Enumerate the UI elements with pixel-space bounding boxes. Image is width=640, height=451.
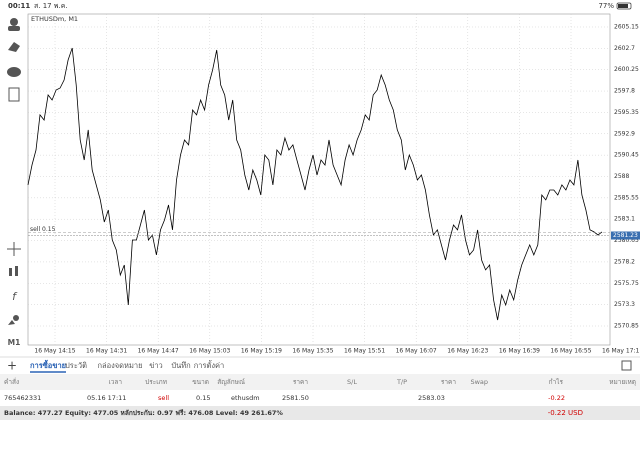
trade-icon[interactable] — [8, 42, 20, 52]
chart-symbol: ETHUSDm, M1 — [31, 15, 78, 23]
account-summary: Balance: 477.27 Equity: 477.05 หลักประกั… — [4, 409, 283, 417]
x-tick-label: 16 May 14:31 — [86, 348, 127, 355]
x-tick-label: 16 May 16:55 — [550, 348, 591, 355]
tab[interactable]: ข่าว — [149, 361, 163, 370]
add-button[interactable]: + — [7, 359, 17, 373]
x-tick-label: 16 May 16:07 — [396, 348, 437, 355]
function-icon[interactable]: f — [12, 290, 18, 303]
y-tick-label: 2585.55 — [614, 194, 639, 201]
tab[interactable]: ประวัติ — [65, 361, 87, 370]
y-tick-label: 2573.3 — [614, 301, 635, 308]
chat-icon[interactable] — [7, 67, 21, 77]
y-tick-label: 2570.85 — [614, 322, 639, 329]
price-tag-label: 2581.23 — [613, 232, 638, 239]
table-header: ประเภท — [145, 378, 167, 386]
table-cell: 0.15 — [196, 394, 210, 402]
y-tick-label: 2597.8 — [614, 88, 635, 95]
table-header: T/P — [396, 378, 407, 386]
indicator-icon[interactable] — [15, 266, 18, 276]
table-cell: -0.22 — [548, 394, 565, 402]
table-cell: 765462331 — [4, 394, 41, 402]
table-cell: 2581.50 — [282, 394, 309, 402]
x-tick-label: 16 May 17:11 — [602, 348, 640, 355]
y-tick-label: 2605.15 — [614, 23, 639, 30]
tab[interactable]: การซื้อขาย — [30, 359, 66, 370]
y-tick-label: 2590.45 — [614, 152, 639, 159]
table-header: คำสั่ง — [4, 377, 19, 386]
table-cell: ethusdm — [231, 394, 260, 402]
y-tick-label: 2575.75 — [614, 280, 639, 287]
price-line — [27, 47, 603, 321]
indicator-icon[interactable] — [9, 268, 12, 276]
x-tick-label: 16 May 16:39 — [499, 348, 540, 355]
account-icon[interactable] — [8, 26, 20, 31]
x-tick-label: 16 May 15:35 — [292, 348, 333, 355]
y-tick-label: 2588 — [614, 173, 629, 180]
price-tag — [611, 231, 640, 240]
tab[interactable]: กล่องจดหมาย — [97, 361, 142, 370]
table-cell: 2583.03 — [418, 394, 445, 402]
y-tick-label: 2580.65 — [614, 237, 639, 244]
status-date: ส. 17 พ.ค. — [34, 2, 68, 10]
y-tick-label: 2583.1 — [614, 216, 635, 223]
layout-icon[interactable] — [621, 360, 632, 371]
table-header: ราคา — [293, 378, 308, 386]
table-cell: 05.16 17:11 — [87, 394, 126, 402]
order-label: sell 0.15 — [30, 226, 56, 233]
y-tick-label: 2600.25 — [614, 66, 639, 73]
x-tick-label: 16 May 15:51 — [344, 348, 385, 355]
status-time: 00:11 — [8, 2, 30, 10]
footer-bg — [0, 406, 640, 420]
y-tick-label: 2602.7 — [614, 45, 635, 52]
x-tick-label: 16 May 14:15 — [34, 348, 75, 355]
doc-icon[interactable] — [8, 87, 20, 102]
chart-frame — [27, 13, 611, 346]
battery-icon — [616, 2, 632, 10]
table-header: ขนาด — [192, 378, 209, 386]
objects-icon[interactable] — [13, 315, 19, 321]
y-tick-label: 2592.9 — [614, 130, 635, 137]
x-tick-label: 16 May 14:47 — [138, 348, 179, 355]
toolbar: f — [7, 18, 21, 325]
total-profit: -0.22 USD — [548, 409, 583, 417]
table-header: กำไร — [549, 378, 564, 386]
table-header: ราคา — [441, 378, 456, 386]
x-tick-label: 16 May 16:23 — [447, 348, 488, 355]
table-cell: sell — [158, 394, 169, 402]
account-icon[interactable] — [10, 18, 18, 26]
table-header: S/L — [347, 378, 357, 386]
x-tick-label: 16 May 15:03 — [189, 348, 230, 355]
x-tick-label: 16 May 15:19 — [241, 348, 282, 355]
crosshair-icon[interactable] — [7, 242, 21, 256]
battery-level — [618, 4, 628, 8]
timeframe-button[interactable]: M1 — [8, 338, 21, 347]
status-battery: 77% — [598, 2, 614, 10]
table-header: เวลา — [108, 378, 122, 386]
tab[interactable]: การตั้งค่า — [194, 360, 225, 370]
table-header-bg — [0, 374, 640, 390]
y-tick-label: 2578.2 — [614, 258, 635, 265]
table-header: สัญลักษณ์ — [217, 378, 245, 386]
objects-icon[interactable] — [8, 320, 15, 325]
table-header: หมายเหตุ — [609, 378, 636, 386]
table-header: Swap — [470, 378, 488, 386]
tab[interactable]: บันทึก — [171, 361, 190, 370]
y-tick-label: 2595.35 — [614, 109, 639, 116]
